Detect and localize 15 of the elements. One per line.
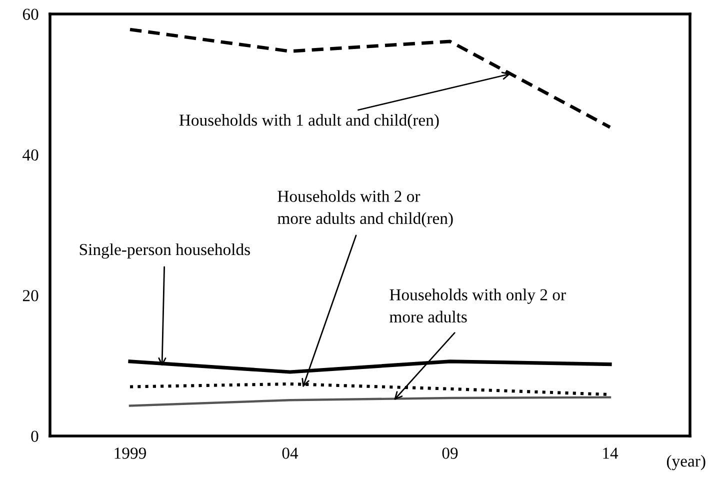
y-tick-label: 0 — [31, 430, 38, 442]
x-tick-label: 1999 — [114, 448, 146, 459]
annotation: Households with 2 or more adults and child(ren) — [278, 190, 453, 228]
line-series — [128, 28, 612, 129]
x-tick-label: 04 — [282, 448, 298, 459]
line-series — [128, 396, 612, 407]
annotation: Households with 1 adult and child(ren) — [179, 114, 439, 130]
y-tick-label: 20 — [22, 290, 38, 302]
x-tick-label: 09 — [442, 448, 458, 459]
annotation: Households with only 2 or more adults — [390, 288, 566, 323]
annotation: Single-person households — [80, 243, 250, 259]
x-axis-title: (year) — [666, 454, 706, 470]
y-tick-label: 60 — [22, 8, 38, 20]
x-tick-label: 14 — [603, 448, 618, 459]
y-tick-label: 40 — [22, 149, 38, 161]
